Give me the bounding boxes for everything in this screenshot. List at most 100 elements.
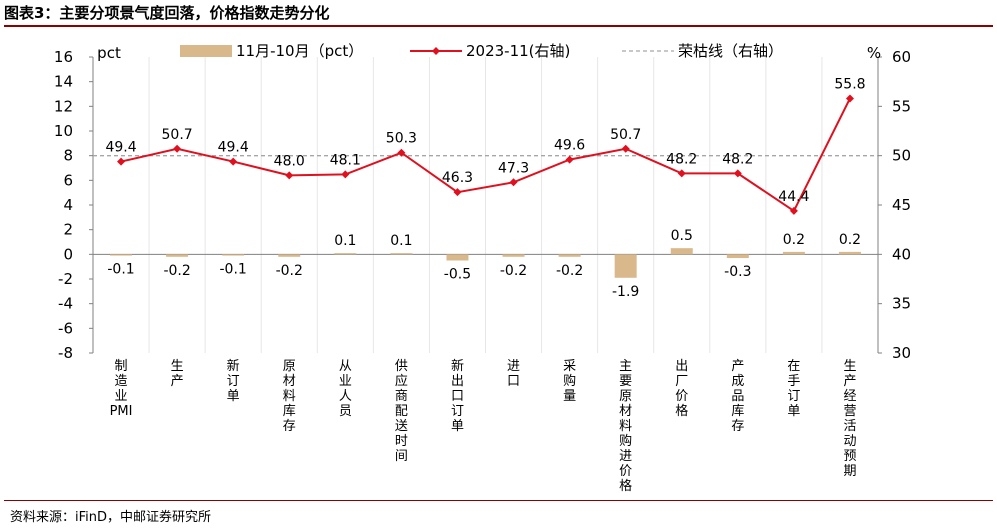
- category-label: 出厂价格: [675, 359, 688, 419]
- y-left-tick-label: 14: [54, 73, 73, 91]
- legend-line-label: 2023-11(右轴): [466, 42, 570, 60]
- bar-data-label: -0.1: [220, 262, 247, 278]
- bar: [502, 254, 525, 257]
- bar: [726, 254, 749, 259]
- line-point: [341, 170, 350, 179]
- bar-data-label: 0.2: [839, 232, 861, 248]
- bar: [558, 254, 581, 257]
- line-point: [229, 157, 238, 166]
- line-data-label: 55.8: [834, 76, 865, 92]
- y-left-axis-label: pct: [97, 44, 121, 62]
- legend-bar-swatch: [180, 45, 232, 57]
- y-left-tick-label: 0: [63, 245, 73, 263]
- category-label: 主要原材料购进价格: [619, 359, 632, 494]
- line-data-label: 48.1: [330, 152, 361, 168]
- category-label: 新出口订单: [451, 358, 464, 434]
- category-label: 供应商配送时间: [395, 359, 408, 464]
- y-right-tick-label: 40: [892, 245, 911, 263]
- bar: [278, 254, 301, 257]
- line-point: [677, 169, 686, 178]
- y-right-tick-label: 35: [892, 295, 911, 313]
- bar-data-label: -0.2: [556, 263, 583, 279]
- y-left-tick-label: -6: [58, 319, 73, 337]
- source-note: 资料来源：iFinD，中邮证券研究所: [10, 510, 212, 525]
- category-label: 采购量: [563, 359, 576, 404]
- bar: [838, 251, 861, 255]
- line-data-label: 48.0: [274, 153, 305, 169]
- line-point: [509, 178, 518, 187]
- category-label: 在手订单: [787, 359, 800, 419]
- bar-data-label: -0.2: [276, 263, 303, 279]
- bar: [166, 254, 189, 257]
- y-right-tick-label: 30: [892, 344, 911, 362]
- y-right-tick-label: 55: [892, 97, 911, 115]
- y-left-tick-label: -4: [58, 295, 73, 313]
- line-point: [565, 155, 574, 164]
- line-point: [117, 157, 126, 166]
- bar: [670, 248, 693, 255]
- figure-title: 图表3：主要分项景气度回落，价格指数走势分化: [4, 4, 330, 22]
- y-left-tick-label: 2: [63, 221, 73, 239]
- bar-data-label: -0.3: [724, 264, 751, 280]
- line-point: [789, 206, 798, 215]
- y-left-tick-label: 12: [54, 97, 73, 115]
- line-data-label: 49.6: [554, 138, 585, 154]
- y-right-tick-label: 60: [892, 48, 911, 66]
- bar-data-label: 0.1: [390, 233, 412, 249]
- line-data-label: 47.3: [498, 160, 529, 176]
- line-point: [397, 148, 406, 157]
- category-label: 产成品库存: [731, 359, 744, 434]
- line-data-label: 50.7: [162, 127, 193, 143]
- legend-reference-label: 荣枯线（右轴）: [678, 42, 783, 60]
- line-point: [285, 171, 294, 180]
- y-right-tick-label: 50: [892, 147, 911, 165]
- y-left-tick-label: 10: [54, 122, 73, 140]
- bar-data-label: 0.1: [334, 233, 356, 249]
- bar: [782, 251, 805, 255]
- line-data-label: 48.2: [666, 151, 697, 167]
- footer-rule: [4, 500, 993, 501]
- category-label: 从业人员: [339, 359, 352, 419]
- legend-bar-label: 11月-10月（pct）: [236, 42, 363, 60]
- y-left-tick-label: 6: [63, 171, 73, 189]
- category-label: 原材料库存: [283, 359, 296, 434]
- category-label: 生产: [171, 359, 184, 389]
- line-data-label: 46.3: [442, 170, 473, 186]
- bar-data-label: -0.5: [444, 267, 471, 283]
- line-data-label: 49.4: [218, 140, 249, 156]
- category-label: 制造业 PMI: [110, 359, 133, 419]
- y-left-tick-label: -2: [58, 270, 73, 288]
- bar: [334, 253, 357, 255]
- bar-data-label: 0.5: [671, 228, 693, 244]
- bar-data-label: -0.1: [107, 262, 134, 278]
- y-right-axis-label: %: [867, 44, 881, 62]
- line-data-label: 49.4: [105, 140, 136, 156]
- bar-data-label: -0.2: [163, 263, 190, 279]
- line-point: [453, 188, 462, 197]
- title-rule: [4, 25, 993, 27]
- bar: [614, 254, 637, 278]
- legend-line-marker: [432, 47, 440, 55]
- y-left-tick-label: -8: [58, 344, 73, 362]
- bar-data-label: -0.2: [500, 263, 527, 279]
- line-point: [173, 144, 182, 153]
- y-left-tick-label: 8: [63, 147, 73, 165]
- line-data-label: 48.2: [722, 151, 753, 167]
- category-label: 进口: [507, 359, 520, 389]
- bar: [390, 253, 413, 255]
- category-label: 生产经营活动预期: [843, 359, 856, 479]
- bar: [110, 254, 133, 256]
- y-right-tick-label: 45: [892, 196, 911, 214]
- line-point: [733, 169, 742, 178]
- y-left-tick-label: 16: [54, 48, 73, 66]
- line-data-label: 50.3: [386, 131, 417, 147]
- bar: [446, 254, 469, 261]
- bar: [222, 254, 245, 256]
- bar-data-label: 0.2: [783, 232, 805, 248]
- y-left-tick-label: 4: [63, 196, 73, 214]
- line-point: [845, 94, 854, 103]
- line-data-label: 44.4: [778, 189, 809, 205]
- bar-data-label: -1.9: [612, 284, 639, 300]
- chart: -8 -6 -4 -2 0 2 4 6 8 10 12 14 16 30 35 40 45 50 55 60 pct % -…: [54, 42, 911, 494]
- line-point: [621, 144, 630, 153]
